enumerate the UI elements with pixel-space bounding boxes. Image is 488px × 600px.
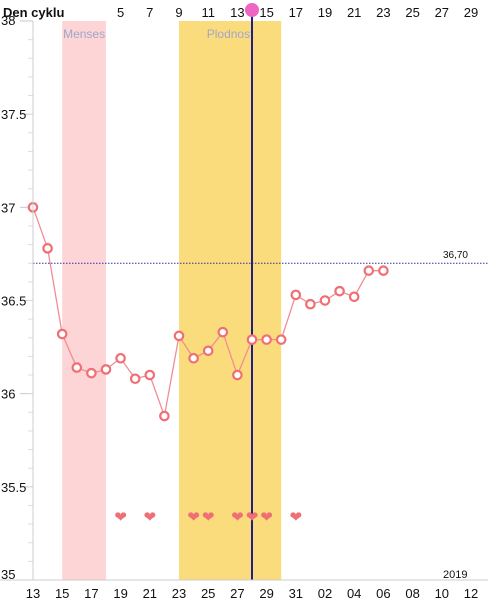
temperature-point <box>261 334 272 345</box>
axes-group: 35 35.5 36 36.5 37 37.5 38 5 7 9 11 13 15 17 19 21 23 25 2… <box>0 5 488 600</box>
top-axis-label: 17 <box>289 5 303 20</box>
cycle-bands: Menses Plodnost <box>62 21 282 580</box>
series-group <box>27 202 389 422</box>
temperature-point <box>246 334 258 345</box>
bottom-axis-label: 25 <box>201 586 215 600</box>
temperature-point <box>56 328 68 340</box>
bottom-axis-label: 31 <box>289 586 303 600</box>
top-axis-label: 7 <box>146 5 153 20</box>
hearts-group: ❤ ❤ ❤ ❤ ❤ ❤ ❤ ❤ <box>114 508 302 526</box>
bottom-axis-label: 04 <box>347 586 361 600</box>
temperature-point <box>159 410 170 422</box>
year-label: 2019 <box>443 569 467 581</box>
bottom-axis-label: 19 <box>113 586 127 600</box>
temperature-point <box>202 345 214 357</box>
top-axis-label: 21 <box>347 5 361 20</box>
heart-icon: ❤ <box>246 508 259 526</box>
temperature-point <box>42 243 53 254</box>
heart-icon: ❤ <box>231 508 244 526</box>
bottom-axis-label: 15 <box>55 586 69 600</box>
today-marker-dot <box>245 3 259 17</box>
temperature-point <box>378 265 389 276</box>
temperature-point <box>319 295 331 306</box>
temperature-point <box>115 352 126 364</box>
temperature-point <box>348 291 360 303</box>
temperature-point <box>232 369 243 381</box>
bottom-axis-label: 27 <box>230 586 244 600</box>
bottom-axis-label: 21 <box>143 586 157 600</box>
temperature-point <box>71 362 83 373</box>
top-axis-label: 11 <box>201 5 215 20</box>
today-marker-group <box>245 3 259 580</box>
top-axis-label: 15 <box>259 5 273 20</box>
bottom-axis-label: 02 <box>318 586 332 600</box>
y-tick-label: 38 <box>1 13 15 28</box>
temperature-point <box>188 352 199 364</box>
bottom-axis-label: 08 <box>405 586 419 600</box>
temperature-point <box>363 265 375 276</box>
bottom-axis-label: 13 <box>26 586 40 600</box>
band-label-plodnost: Plodnost <box>207 27 254 41</box>
bottom-axis-label: 10 <box>435 586 449 600</box>
heart-icon: ❤ <box>290 508 303 526</box>
chart-title: Den cyklu <box>3 5 64 20</box>
top-axis-label: 19 <box>318 5 332 20</box>
temperature-point <box>86 367 97 379</box>
bottom-axis-label: 06 <box>376 586 390 600</box>
heart-icon: ❤ <box>144 508 157 526</box>
top-axis-label: 27 <box>435 5 449 20</box>
band-label-menses: Menses <box>63 27 105 41</box>
top-axis-label: 29 <box>464 5 478 20</box>
y-tick-label: 37.5 <box>1 107 26 122</box>
bottom-axis-label: 29 <box>259 586 273 600</box>
temperature-point <box>334 285 345 297</box>
y-tick-label: 35.5 <box>1 480 26 495</box>
temperature-point <box>129 373 141 385</box>
bottom-axis-label: 12 <box>464 586 478 600</box>
y-tick-label: 36.5 <box>1 294 26 309</box>
temperature-point <box>144 369 156 381</box>
reference-line-label: 36,70 <box>443 250 468 261</box>
heart-icon: ❤ <box>202 508 215 526</box>
temperature-point <box>173 330 185 342</box>
reference-line-group: 36,70 <box>33 250 488 264</box>
band-plodnost <box>179 21 282 580</box>
heart-icon: ❤ <box>260 508 273 526</box>
bottom-axis-label: 17 <box>84 586 98 600</box>
heart-icon: ❤ <box>114 508 127 526</box>
top-axis-label: 13 <box>230 5 244 20</box>
y-tick-label: 37 <box>1 200 15 215</box>
grid-lines <box>20 20 33 581</box>
top-axis-label: 25 <box>405 5 419 20</box>
heart-icon: ❤ <box>187 508 200 526</box>
y-tick-label: 36 <box>1 387 15 402</box>
y-tick-label: 35 <box>1 567 15 582</box>
temperature-point <box>290 289 302 301</box>
top-axis-label: 23 <box>376 5 390 20</box>
temperature-point <box>217 326 229 338</box>
temperature-point <box>100 364 112 375</box>
band-menses <box>62 21 106 580</box>
temperature-point <box>305 298 316 310</box>
temperature-point <box>275 334 287 345</box>
top-axis-label: 9 <box>175 5 182 20</box>
bottom-axis-label: 23 <box>172 586 186 600</box>
top-axis-label: 5 <box>117 5 124 20</box>
